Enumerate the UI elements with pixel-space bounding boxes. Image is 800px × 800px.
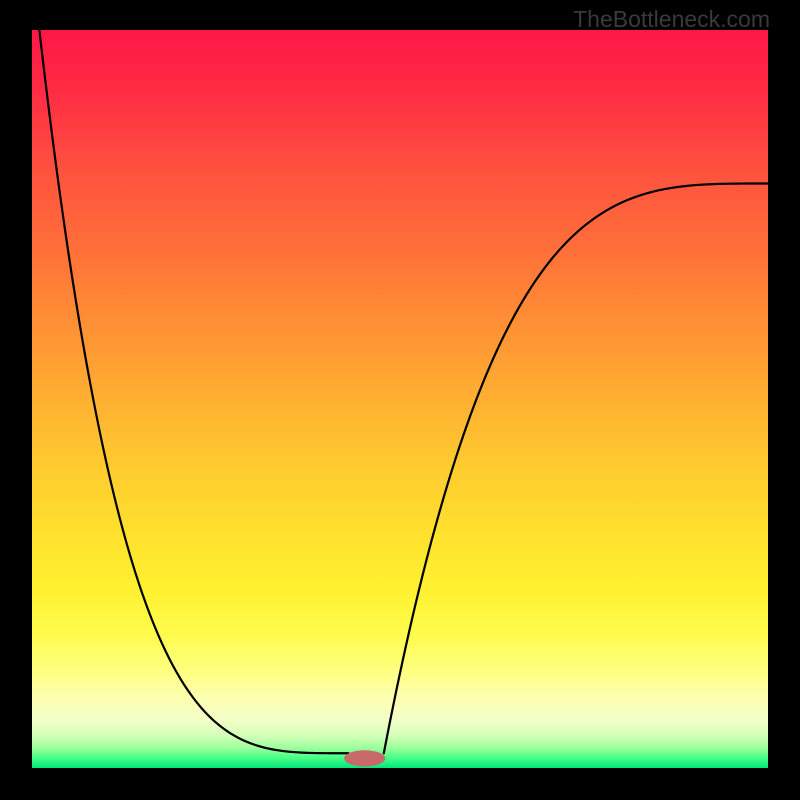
chart-frame: TheBottleneck.com [0,0,800,800]
watermark-text: TheBottleneck.com [573,6,770,33]
plot-area [32,30,768,768]
vertex-marker [344,750,385,766]
gradient-background [32,30,768,768]
plot-svg [32,30,768,768]
